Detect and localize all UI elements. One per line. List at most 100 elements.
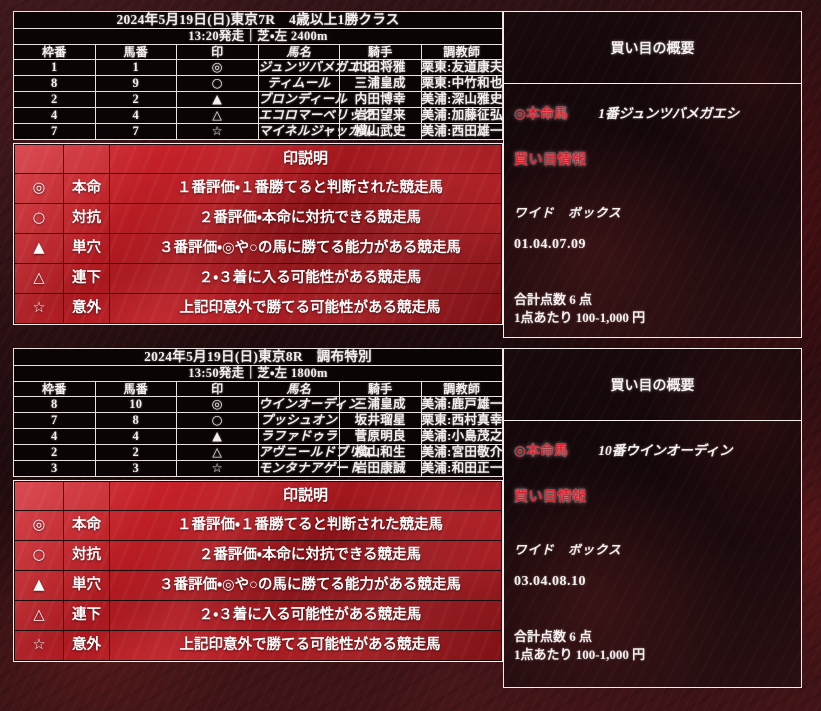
- tanana-mark-icon: ▲: [176, 428, 259, 445]
- cell-jockey: 横山和生: [339, 444, 422, 461]
- cell-jockey: 岩田康誠: [339, 460, 422, 477]
- cell-trainer: 美浦:加藤征弘: [420, 107, 503, 124]
- cell-trainer: 栗東:西村真幸: [420, 412, 503, 429]
- summary-panel-body: ◎本命馬 1番ジュンツバメガエシ 買い目情報 ワイド ボックス 01.04.07…: [504, 84, 801, 337]
- list-item: ▲ 単穴 ３番評価・◎や○の馬に勝てる能力がある競走馬: [14, 233, 502, 264]
- honmei-mark-icon: ◎: [14, 173, 64, 204]
- cell-horse-name: ティムール: [257, 75, 340, 92]
- column-header-jockey: 騎手: [339, 44, 422, 60]
- cell-trainer: 美浦:小島茂之: [420, 428, 503, 445]
- cell-uma: 2: [94, 444, 177, 461]
- cell-waku: 2: [13, 91, 96, 108]
- list-item: △ 連下 ２・３着に入る可能性がある競走馬: [14, 600, 502, 631]
- column-header-waku: 枠番: [13, 381, 96, 397]
- bet-totals: 合計点数 6 点 1点あたり 100-1,000 円: [514, 291, 801, 326]
- legend-label: 連下: [63, 600, 110, 631]
- summary-panel-title: 買い目の概要: [504, 12, 801, 84]
- legend-description: ２・３着に入る可能性がある競走馬: [109, 263, 502, 294]
- table-row: 2 2 △ アヴニールドブリエ 横山和生 美浦:宮田敬介: [13, 444, 503, 461]
- cell-uma: 9: [94, 75, 177, 92]
- legend-label: 単穴: [63, 570, 110, 601]
- legend-title: 印説明: [109, 481, 502, 511]
- list-item: ◎ 本命 １番評価・１番勝てると判断された競走馬: [14, 510, 502, 541]
- legend-header-row: 印説明: [14, 144, 502, 174]
- race-title-row: 2024年5月19日(日)東京8R 調布特別: [13, 348, 503, 366]
- honmei-mark-icon: ◎: [176, 59, 259, 76]
- race-subtitle: 13:50発走｜芝・左 1800m: [13, 365, 503, 382]
- column-header-horse: 馬名: [257, 381, 340, 397]
- cell-horse-name: ジュンツバメガエシ: [257, 59, 373, 76]
- legend-description: ３番評価・◎や○の馬に勝てる能力がある競走馬: [109, 570, 502, 601]
- legend-header-symbol-cell: [14, 481, 64, 511]
- cell-trainer: 美浦:和田正一: [420, 460, 503, 477]
- cell-trainer: 栗東:中竹和也: [420, 75, 503, 92]
- cell-horse-name: プッシュオン: [257, 412, 340, 429]
- race-left-column: 2024年5月19日(日)東京8R 調布特別 13:50発走｜芝・左 1800m…: [13, 348, 503, 688]
- cell-waku: 2: [13, 444, 96, 461]
- total-points: 合計点数 6 点: [514, 629, 593, 644]
- cell-jockey: 内田博幸: [339, 91, 422, 108]
- mark-legend: 印説明 ◎ 本命 １番評価・１番勝てると判断された競走馬 ○ 対抗 ２番評価・本…: [13, 480, 503, 662]
- bet-type: ワイド ボックス: [514, 543, 622, 557]
- cell-uma: 8: [94, 412, 177, 429]
- mark-legend: 印説明 ◎ 本命 １番評価・１番勝てると判断された競走馬 ○ 対抗 ２番評価・本…: [13, 143, 503, 325]
- legend-description: １番評価・１番勝てると判断された競走馬: [109, 510, 502, 541]
- cell-jockey: 横山武史: [339, 123, 422, 140]
- mark-legend-table: 印説明 ◎ 本命 １番評価・１番勝てると判断された競走馬 ○ 対抗 ２番評価・本…: [14, 144, 502, 324]
- tanana-mark-icon: ▲: [14, 233, 64, 264]
- race-right-column: 買い目の概要 ◎本命馬 10番ウインオーディン 買い目情報 ワイド ボックス 0…: [503, 348, 802, 688]
- mark-legend-table: 印説明 ◎ 本命 １番評価・１番勝てると判断された競走馬 ○ 対抗 ２番評価・本…: [14, 481, 502, 661]
- cell-trainer: 栗東:友道康夫: [420, 59, 503, 76]
- legend-description: ２番評価・本命に対抗できる競走馬: [109, 540, 502, 571]
- cell-horse-name: マイネルジャッカル: [257, 123, 374, 140]
- race-subtitle-row: 13:50発走｜芝・左 1800m: [13, 365, 503, 382]
- igai-mark-icon: ☆: [176, 123, 259, 140]
- column-header-uma: 馬番: [94, 44, 177, 60]
- cell-waku: 4: [13, 107, 96, 124]
- table-row: 8 9 ○ ティムール 三浦皇成 栗東:中竹和也: [13, 75, 503, 92]
- table-row: 8 10 ◎ ウインオーディン 三浦皇成 美浦:鹿戸雄一: [13, 396, 503, 413]
- cell-horse-name: ウインオーディン: [257, 396, 361, 413]
- race-title: 2024年5月19日(日)東京7R 4歳以上1勝クラス: [13, 11, 503, 29]
- rengeshita-mark-icon: △: [14, 263, 64, 294]
- race-title: 2024年5月19日(日)東京8R 調布特別: [13, 348, 503, 366]
- column-header-uma: 馬番: [94, 381, 177, 397]
- legend-label: 本命: [63, 510, 110, 541]
- legend-label: 対抗: [63, 540, 110, 571]
- cell-uma: 4: [94, 107, 177, 124]
- cell-uma: 4: [94, 428, 177, 445]
- race-subtitle-row: 13:20発走｜芝・左 2400m: [13, 28, 503, 45]
- tanana-mark-icon: ▲: [14, 570, 64, 601]
- cell-uma: 1: [94, 59, 177, 76]
- summary-panel-body: ◎本命馬 10番ウインオーディン 買い目情報 ワイド ボックス 03.04.08…: [504, 421, 801, 687]
- bet-summary-panel: 買い目の概要 ◎本命馬 1番ジュンツバメガエシ 買い目情報 ワイド ボックス 0…: [503, 11, 802, 338]
- column-header-mark: 印: [176, 381, 259, 397]
- table-row: 4 4 △ エコロマーベリック 岩田望来 美浦:加藤征弘: [13, 107, 503, 124]
- list-item: ◎ 本命 １番評価・１番勝てると判断された競走馬: [14, 173, 502, 204]
- cell-uma: 3: [94, 460, 177, 477]
- taiko-mark-icon: ○: [176, 75, 259, 92]
- race-table-header-row: 枠番 馬番 印 馬名 騎手 調教師: [13, 381, 503, 397]
- legend-header-label-cell: [63, 144, 110, 174]
- taiko-mark-icon: ○: [14, 540, 64, 571]
- race-table-header-row: 枠番 馬番 印 馬名 騎手 調教師: [13, 44, 503, 60]
- race-entry-table: 2024年5月19日(日)東京7R 4歳以上1勝クラス 13:20発走｜芝・左 …: [13, 11, 503, 140]
- column-header-horse: 馬名: [257, 44, 340, 60]
- legend-label: 本命: [63, 173, 110, 204]
- legend-label: 連下: [63, 263, 110, 294]
- cell-waku: 1: [13, 59, 96, 76]
- column-header-waku: 枠番: [13, 44, 96, 60]
- honmei-label: ◎本命馬: [514, 106, 569, 121]
- cell-uma: 10: [94, 396, 177, 413]
- cell-uma: 2: [94, 91, 177, 108]
- cell-waku: 3: [13, 460, 96, 477]
- igai-mark-icon: ☆: [14, 293, 64, 324]
- cell-trainer: 美浦:西田雄一: [420, 123, 503, 140]
- honmei-horse-name: 10番ウインオーディン: [598, 443, 733, 458]
- legend-header-row: 印説明: [14, 481, 502, 511]
- legend-description: 上記印意外で勝てる可能性がある競走馬: [109, 293, 502, 324]
- cell-jockey: 菅原明良: [339, 428, 422, 445]
- summary-panel-title: 買い目の概要: [504, 349, 801, 421]
- rengeshita-mark-icon: △: [176, 444, 259, 461]
